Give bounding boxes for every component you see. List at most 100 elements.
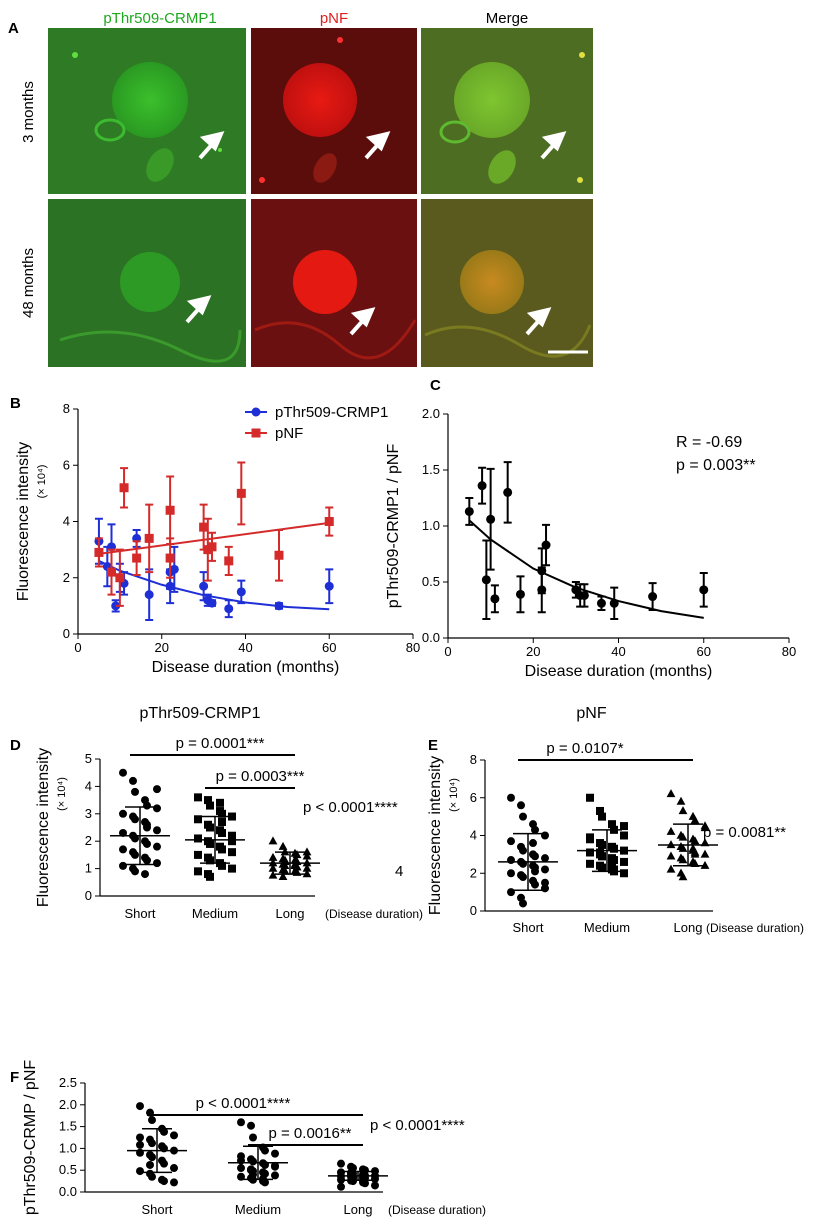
y-tick-label: 4 <box>85 778 92 793</box>
micrograph-3m-pnf <box>251 28 417 194</box>
data-point <box>224 604 234 614</box>
panel-letter: C <box>430 377 441 394</box>
y-tick-label: 0 <box>85 888 92 903</box>
data-point <box>678 843 688 852</box>
data-point <box>199 581 209 591</box>
data-point <box>608 859 616 868</box>
data-point <box>148 1116 156 1125</box>
legend-label: pNF <box>275 425 303 442</box>
legend-marker <box>251 407 261 417</box>
data-point <box>206 801 214 810</box>
data-point <box>371 1181 379 1190</box>
data-point <box>119 845 127 854</box>
y-tick-label: 0 <box>470 903 477 918</box>
data-point <box>586 859 594 868</box>
data-point <box>274 601 284 611</box>
x-tick-label: 20 <box>155 640 169 655</box>
data-point <box>204 796 212 805</box>
data-point <box>531 867 539 876</box>
data-point <box>131 867 139 876</box>
data-point <box>136 1140 144 1149</box>
data-point <box>690 815 700 824</box>
data-point <box>596 598 606 608</box>
data-point <box>131 815 139 824</box>
y-tick-label: 6 <box>63 457 70 472</box>
data-point <box>598 852 606 861</box>
category-label: Medium <box>584 920 630 935</box>
data-point <box>218 818 226 827</box>
data-point <box>218 861 226 870</box>
sd-bar <box>592 829 622 873</box>
data-point <box>170 1164 178 1173</box>
data-point <box>280 847 290 856</box>
x-tick-label: 40 <box>238 640 252 655</box>
data-point <box>111 601 121 611</box>
panel-letter: E <box>428 737 438 754</box>
legend-label: pThr509-CRMP1 <box>275 404 388 421</box>
comparison-p-value: p = 0.0016** <box>269 1125 352 1142</box>
data-point <box>136 1133 144 1142</box>
data-point <box>302 858 312 867</box>
data-point <box>486 514 496 524</box>
category-label: Long <box>276 906 305 921</box>
data-point <box>337 1159 345 1168</box>
data-point <box>700 849 710 858</box>
data-point <box>143 839 151 848</box>
data-point <box>274 550 284 560</box>
data-point <box>237 1164 245 1173</box>
data-point <box>529 839 537 848</box>
data-point <box>160 1127 168 1136</box>
data-point <box>337 1182 345 1191</box>
data-point <box>648 592 658 602</box>
data-point <box>207 598 217 608</box>
data-point <box>678 806 688 815</box>
panel-a-letter: A <box>8 20 19 37</box>
data-point <box>610 865 618 874</box>
y-tick-label: 2.0 <box>422 406 440 421</box>
data-point <box>519 859 527 868</box>
data-point <box>153 785 161 794</box>
data-point <box>531 825 539 834</box>
data-point <box>153 826 161 835</box>
sd-bar <box>243 1145 273 1181</box>
micrograph-48m-pnf <box>251 199 417 367</box>
data-point <box>531 852 539 861</box>
data-point <box>598 812 606 821</box>
y-tick-label: 4 <box>470 828 477 843</box>
x-axis-note: (Disease duration) <box>706 921 804 935</box>
data-point <box>218 828 226 837</box>
x-tick-label: 80 <box>782 644 796 659</box>
data-point <box>148 1139 156 1148</box>
data-point <box>160 1159 168 1168</box>
category-label: Long <box>674 920 703 935</box>
data-point <box>292 862 302 871</box>
data-point <box>194 867 202 876</box>
column-label-crmp1: pThr509-CRMP1 <box>103 10 216 27</box>
x-tick-label: 40 <box>611 644 625 659</box>
sd-bar <box>200 815 230 864</box>
data-point <box>249 1133 257 1142</box>
data-point <box>107 567 116 577</box>
sd-bar <box>673 823 703 867</box>
data-point <box>620 831 628 840</box>
data-point <box>324 581 334 591</box>
data-point <box>218 845 226 854</box>
data-point <box>302 847 312 856</box>
y-tick-label: 4 <box>63 514 70 529</box>
data-point <box>666 826 676 835</box>
data-point <box>324 517 334 526</box>
data-point <box>143 801 151 810</box>
data-point <box>228 864 236 873</box>
data-point <box>165 553 175 563</box>
data-point <box>666 840 676 849</box>
data-point <box>537 585 547 595</box>
data-point <box>136 1102 144 1111</box>
y-tick-label: 2 <box>85 833 92 848</box>
panel-letter: F <box>10 1069 19 1086</box>
panel-f: F 0.0 0.5 1.0 1.5 2.0 2.5 Short Medium Long (Disea… <box>10 1060 486 1217</box>
side-label: 4 <box>395 863 403 880</box>
data-point <box>115 573 125 583</box>
x-tick-label: 60 <box>322 640 336 655</box>
data-point <box>228 812 236 821</box>
data-point <box>678 832 688 841</box>
